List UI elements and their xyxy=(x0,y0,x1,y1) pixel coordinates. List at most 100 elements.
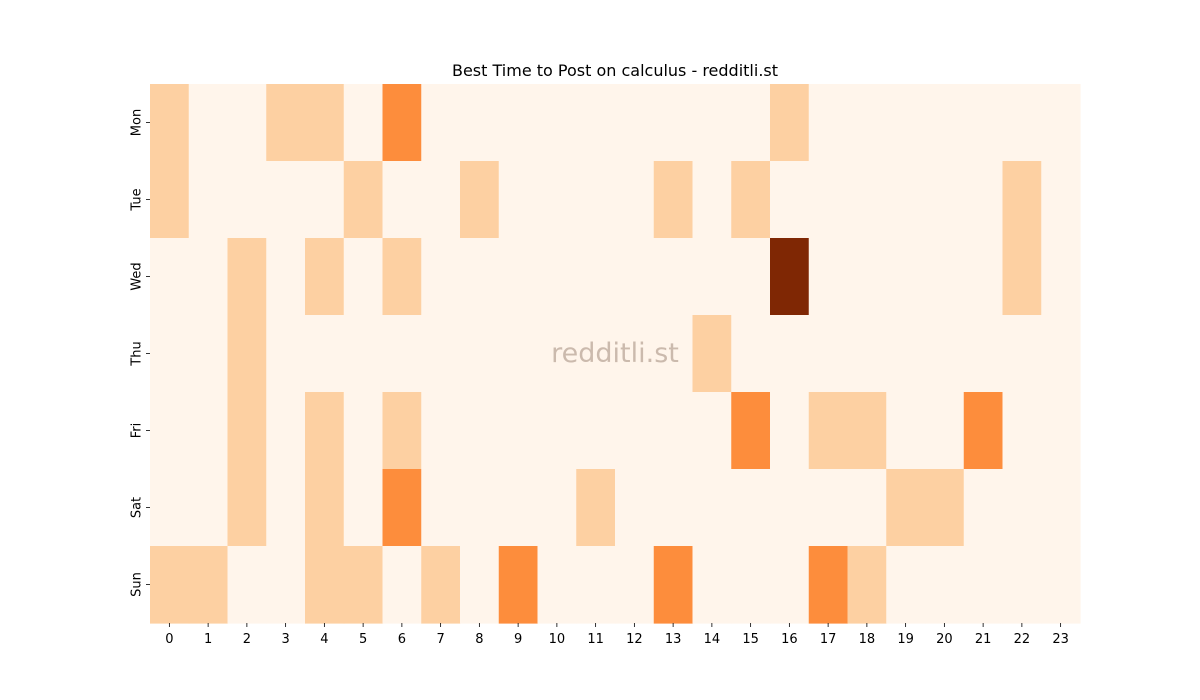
x-tick-label: 17 xyxy=(820,632,837,647)
heatmap-cell xyxy=(615,84,655,162)
heatmap-cell xyxy=(343,546,384,624)
heatmap-cell xyxy=(731,469,771,547)
heatmap-cell xyxy=(692,84,732,162)
heatmap-cell xyxy=(188,392,229,470)
heatmap-cell xyxy=(770,392,810,470)
heatmap-cell xyxy=(498,238,539,316)
heatmap-cell xyxy=(653,546,694,624)
x-tick-label: 4 xyxy=(320,632,328,647)
heatmap-cell xyxy=(925,392,965,470)
x-tick-label: 20 xyxy=(936,632,953,647)
heatmap-cell xyxy=(808,238,849,316)
heatmap-cell xyxy=(808,546,849,624)
heatmap-cell xyxy=(460,84,500,162)
heatmap-cell xyxy=(188,161,229,239)
heatmap-cell xyxy=(537,546,577,624)
heatmap-cell xyxy=(1041,392,1081,470)
x-tick-label: 21 xyxy=(975,632,992,647)
heatmap-cell xyxy=(266,84,306,162)
x-tick-label: 13 xyxy=(665,632,682,647)
heatmap-cell xyxy=(150,238,190,316)
x-tick-label: 2 xyxy=(243,632,251,647)
y-tick-label: Mon xyxy=(130,109,145,136)
heatmap-cell xyxy=(1002,315,1042,393)
heatmap-cell xyxy=(460,238,500,316)
y-axis-ticks: Mon Tue Wed Thu Fri Sat Sun xyxy=(130,109,150,597)
heatmap-cell xyxy=(421,315,461,393)
heatmap-cell xyxy=(227,469,267,547)
heatmap-cell xyxy=(615,238,655,316)
heatmap-cell xyxy=(498,161,539,239)
heatmap-cell xyxy=(886,84,926,162)
heatmap-cell xyxy=(1041,315,1081,393)
heatmap-cell xyxy=(305,392,345,470)
heatmap-cell xyxy=(150,315,190,393)
heatmap-cell xyxy=(382,161,422,239)
heatmap-cell xyxy=(1002,392,1042,470)
heatmap-cell xyxy=(460,315,500,393)
x-tick-label: 0 xyxy=(165,632,173,647)
heatmap-cell xyxy=(576,392,616,470)
chart-title: Best Time to Post on calculus - redditli… xyxy=(452,61,778,80)
heatmap-cell xyxy=(305,469,345,547)
y-tick-label: Tue xyxy=(130,188,145,211)
heatmap-cell xyxy=(886,469,926,547)
heatmap-cell xyxy=(615,315,655,393)
heatmap-cell xyxy=(692,469,732,547)
heatmap-cell xyxy=(537,238,577,316)
heatmap-cell xyxy=(808,84,849,162)
heatmap-cell xyxy=(1041,84,1081,162)
heatmap-cell xyxy=(150,469,190,547)
heatmap-cell xyxy=(847,546,887,624)
heatmap-cell xyxy=(1041,238,1081,316)
x-tick-label: 9 xyxy=(514,632,522,647)
y-tick-label: Sun xyxy=(130,572,145,597)
heatmap-cell xyxy=(1002,238,1042,316)
heatmap-cell xyxy=(227,546,267,624)
heatmap-cell xyxy=(653,161,694,239)
heatmap-cell xyxy=(150,392,190,470)
heatmap-cell xyxy=(460,161,500,239)
heatmap-cell xyxy=(188,469,229,547)
heatmap-cell xyxy=(382,315,422,393)
heatmap-cell xyxy=(188,84,229,162)
y-tick-label: Wed xyxy=(130,262,145,290)
heatmap-cell xyxy=(266,392,306,470)
heatmap-cell xyxy=(421,238,461,316)
heatmap-cell xyxy=(886,161,926,239)
heatmap-cell xyxy=(808,469,849,547)
heatmap-cell xyxy=(925,546,965,624)
heatmap-cell xyxy=(692,161,732,239)
heatmap-cell xyxy=(692,315,732,393)
heatmap-cell xyxy=(460,546,500,624)
heatmap-cell xyxy=(847,392,887,470)
heatmap-cell xyxy=(925,315,965,393)
heatmap-cell xyxy=(886,546,926,624)
heatmap-cell xyxy=(847,161,887,239)
heatmap-cell xyxy=(537,84,577,162)
heatmap-cell xyxy=(537,315,577,393)
heatmap-cell xyxy=(925,161,965,239)
heatmap-cell xyxy=(1002,84,1042,162)
heatmap-cell xyxy=(1041,546,1081,624)
heatmap-cell xyxy=(886,392,926,470)
heatmap-cell xyxy=(692,546,732,624)
heatmap-cell xyxy=(731,392,771,470)
heatmap-cell xyxy=(1002,469,1042,547)
heatmap-cell xyxy=(615,161,655,239)
heatmap-cell xyxy=(421,546,461,624)
heatmap-cell xyxy=(1002,161,1042,239)
x-tick-label: 3 xyxy=(281,632,289,647)
heatmap-cell xyxy=(266,161,306,239)
heatmap-cell xyxy=(227,315,267,393)
x-tick-label: 10 xyxy=(549,632,566,647)
heatmap-cell xyxy=(770,469,810,547)
heatmap-cell xyxy=(421,84,461,162)
heatmap-cell xyxy=(808,315,849,393)
heatmap-cell xyxy=(227,238,267,316)
heatmap-cell xyxy=(925,84,965,162)
heatmap-cell xyxy=(498,392,539,470)
y-tick-label: Sat xyxy=(130,497,145,518)
heatmap-cell xyxy=(498,84,539,162)
